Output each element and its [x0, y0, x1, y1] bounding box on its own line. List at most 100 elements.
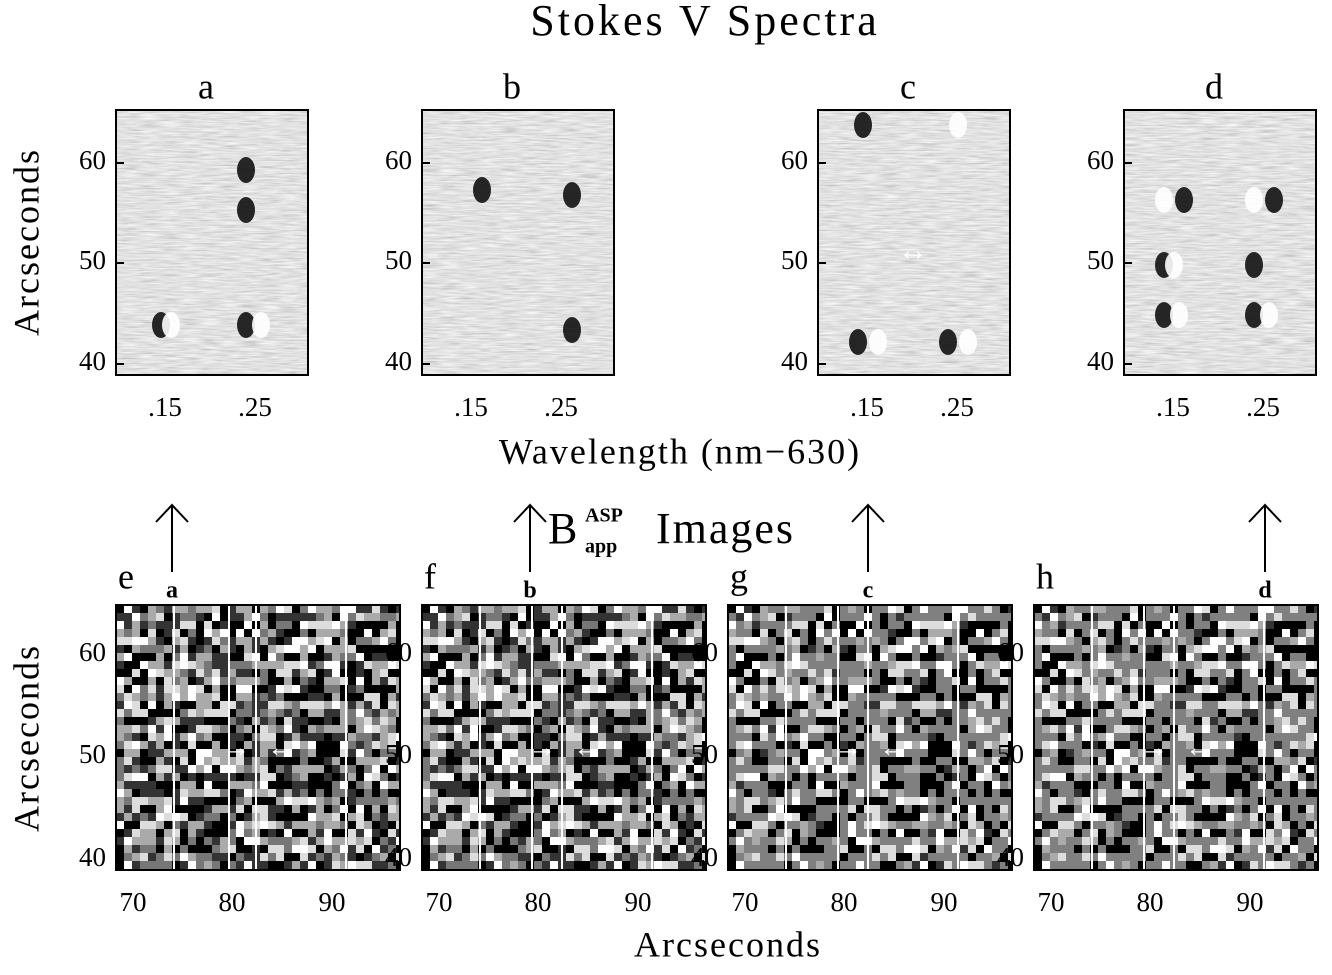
pixel: [324, 605, 332, 613]
pixel: [1218, 741, 1226, 749]
pixel: [574, 709, 582, 717]
pixel: [678, 813, 686, 821]
pixel: [486, 773, 494, 781]
pixel: [800, 813, 808, 821]
pixel: [968, 853, 976, 861]
pixel: [1058, 701, 1066, 709]
pixel: [662, 653, 670, 661]
pixel: [654, 629, 662, 637]
pixel: [518, 773, 526, 781]
pixel: [566, 709, 574, 717]
pixel: [1290, 717, 1298, 725]
pixel: [148, 733, 156, 741]
pixel: [1250, 821, 1258, 829]
pixel: [960, 637, 968, 645]
pixel: [438, 757, 446, 765]
pixel: [430, 645, 438, 653]
pixel: [124, 837, 132, 845]
pixel: [364, 677, 372, 685]
pixel: [1250, 653, 1258, 661]
pixel: [606, 749, 614, 757]
pixel: [1146, 813, 1154, 821]
pixel: [132, 821, 140, 829]
pixel: [308, 717, 316, 725]
pixel: [1042, 797, 1050, 805]
pixel: [1242, 621, 1250, 629]
pixel: [760, 813, 768, 821]
pixel: [1074, 669, 1082, 677]
pixel: [1298, 717, 1306, 725]
pixel: [1218, 733, 1226, 741]
pixel: [132, 629, 140, 637]
pixel: [1298, 813, 1306, 821]
pixel: [1250, 645, 1258, 653]
pixel: [1058, 733, 1066, 741]
pixel: [260, 717, 268, 725]
pixel: [348, 805, 356, 813]
pixel: [1114, 637, 1122, 645]
pixel: [188, 701, 196, 709]
pixel: [912, 789, 920, 797]
pixel: [614, 677, 622, 685]
pixel: [880, 669, 888, 677]
pixel: [1122, 829, 1130, 837]
pixel: [598, 629, 606, 637]
pixel: [486, 837, 494, 845]
pixel: [856, 861, 864, 869]
pixel: [502, 645, 510, 653]
pixel: [422, 677, 430, 685]
pixel: [292, 861, 300, 869]
pixel: [462, 613, 470, 621]
pixel: [1218, 677, 1226, 685]
pixel: [140, 605, 148, 613]
pixel: [1000, 669, 1008, 677]
pixel: [284, 765, 292, 773]
pixel: [944, 733, 952, 741]
pixel: [212, 813, 220, 821]
pixel: [638, 645, 646, 653]
pixel: [622, 757, 630, 765]
y-tick-label: 60: [691, 637, 718, 667]
pixel: [944, 613, 952, 621]
pixel: [324, 701, 332, 709]
pixel: [1122, 813, 1130, 821]
pixel: [1106, 773, 1114, 781]
pixel: [542, 765, 550, 773]
pixel: [1162, 773, 1170, 781]
pixel: [1042, 733, 1050, 741]
pixel: [438, 781, 446, 789]
pixel: [1194, 621, 1202, 629]
pixel: [686, 709, 694, 717]
pixel: [622, 845, 630, 853]
pixel: [638, 621, 646, 629]
pixel: [494, 773, 502, 781]
pixel: [430, 741, 438, 749]
pixel: [936, 757, 944, 765]
pixel: [438, 669, 446, 677]
pixel: [462, 765, 470, 773]
pixel: [670, 621, 678, 629]
pixel: [1122, 765, 1130, 773]
pixel: [638, 717, 646, 725]
pixel: [638, 749, 646, 757]
pixel: [156, 693, 164, 701]
pixel: [356, 613, 364, 621]
pixel: [816, 805, 824, 813]
pixel: [1250, 669, 1258, 677]
pixel: [212, 693, 220, 701]
pixel: [1114, 733, 1122, 741]
pixel: [904, 773, 912, 781]
pixel: [816, 637, 824, 645]
slit-label: a: [166, 578, 178, 604]
pixel: [566, 645, 574, 653]
pixel: [1114, 853, 1122, 861]
pixel: [180, 637, 188, 645]
pixel: [662, 685, 670, 693]
pixel: [1298, 605, 1306, 613]
pixel: [276, 837, 284, 845]
pixel: [1114, 773, 1122, 781]
pixel: [880, 693, 888, 701]
pixel: [1162, 613, 1170, 621]
pixel: [236, 629, 244, 637]
pixel: [502, 733, 510, 741]
